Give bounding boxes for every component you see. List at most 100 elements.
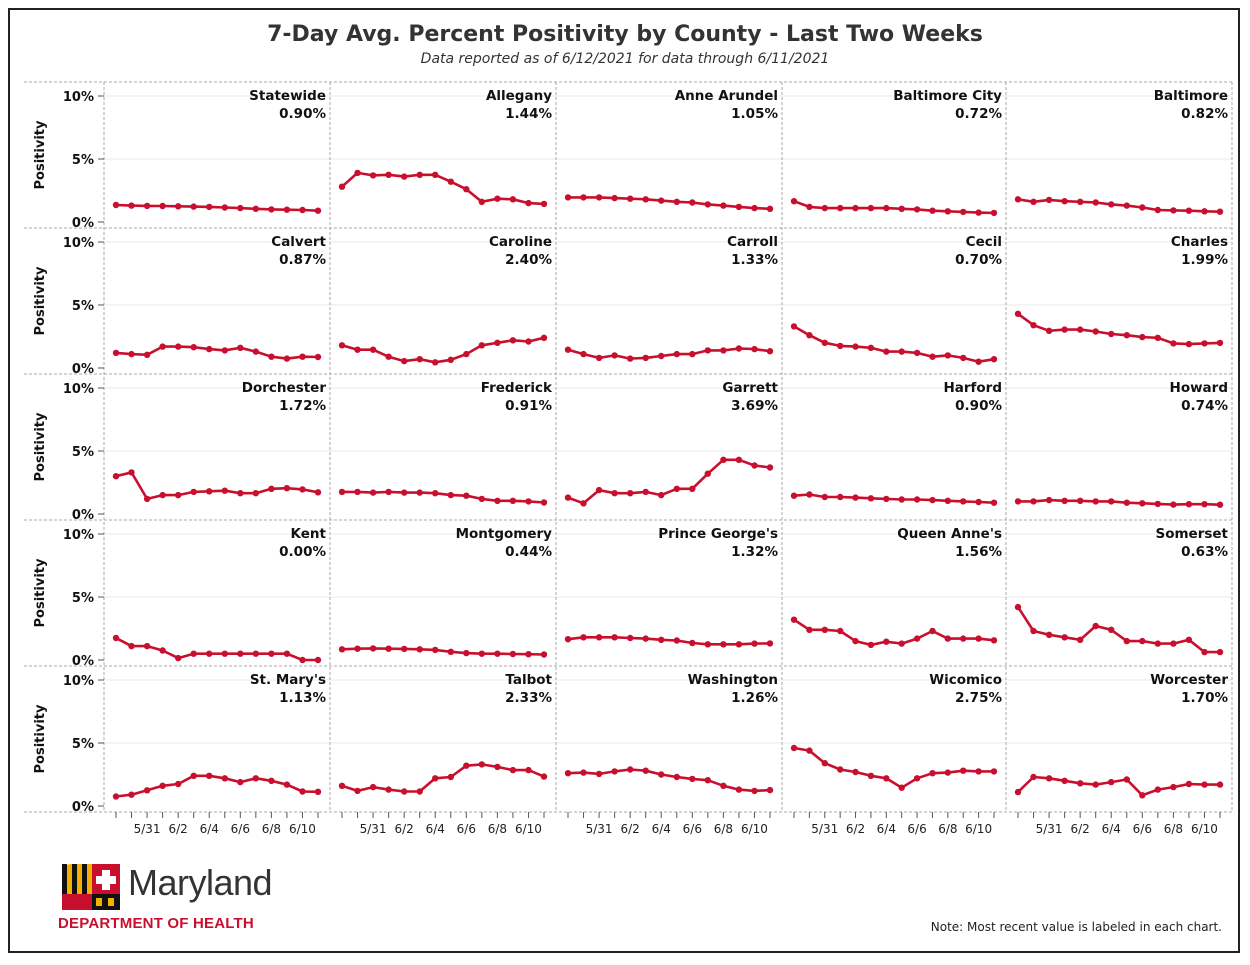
data-point [898,784,905,791]
data-point [112,793,120,800]
data-point [883,348,890,355]
data-point [929,353,936,360]
panel-title: Garrett [722,380,778,396]
x-tick-label: 6/6 [231,822,250,836]
data-point [913,635,921,642]
data-point [898,348,905,355]
panel-latest-value: 3.69% [731,398,778,414]
data-point [580,194,587,201]
panel-latest-value: 0.44% [505,544,552,560]
data-point [627,634,634,642]
data-point [1077,326,1084,333]
data-point [385,488,392,496]
data-point [1108,626,1115,633]
data-point [627,490,634,497]
data-point [673,637,680,644]
data-point [929,627,936,635]
data-point [658,352,665,360]
x-tick-label: 6/4 [877,822,896,836]
data-point [564,770,572,777]
panel-title: Calvert [271,234,326,250]
x-tick-label: 6/2 [846,822,865,836]
data-point [766,348,774,355]
data-point [852,343,859,350]
data-point [190,488,197,496]
data-point [128,350,135,358]
data-point [206,772,213,779]
data-point [268,353,275,360]
data-point [1045,775,1053,782]
data-point [1201,501,1208,508]
data-point [673,350,680,358]
x-tick-label: 6/6 [1133,822,1152,836]
data-point [1123,637,1131,645]
panel-frederick: Frederick 0.91% [338,380,553,506]
data-point [689,199,696,206]
data-point [658,771,665,778]
data-point [478,198,485,205]
data-point [1014,498,1022,505]
y-tick-label: 10% [63,90,94,105]
data-point [401,173,408,180]
panel-title: Washington [688,672,778,688]
panel-caroline: Caroline 2.40% [338,234,552,366]
series-line [1016,606,1220,654]
data-point [766,786,774,794]
data-point [580,634,587,641]
data-point [766,205,774,212]
data-point [913,775,921,782]
data-point [821,339,828,346]
data-point [1216,208,1224,215]
panel-latest-value: 1.33% [731,252,778,268]
data-point [494,650,501,657]
data-point [338,342,346,349]
panel-title: Caroline [489,234,552,250]
panel-title: Baltimore City [893,88,1002,104]
data-point [1014,196,1022,203]
data-point [898,496,905,503]
x-tick-label: 6/2 [620,822,639,836]
data-point [944,208,951,215]
data-point [1108,330,1115,338]
data-point [975,768,982,775]
data-point [673,485,680,492]
data-point [990,499,998,506]
data-point [806,332,813,339]
series-line [567,458,771,505]
data-point [221,775,228,782]
data-point [401,645,408,653]
panel-title: Cecil [966,234,1002,250]
data-point [206,203,213,211]
data-point [354,169,361,177]
data-point [1077,198,1084,205]
y-tick-label: 10% [63,674,94,689]
panel-title: Baltimore [1154,88,1228,104]
data-point [175,203,182,210]
data-point [1139,792,1146,799]
panel-title: Allegany [486,88,552,104]
data-point [1061,634,1068,641]
data-point [990,637,998,644]
data-point [611,352,618,359]
data-point [720,456,727,463]
y-tick-label: 0% [72,362,94,377]
panel-latest-value: 0.90% [955,398,1002,414]
data-point [416,171,423,178]
data-point [128,791,135,798]
data-point [416,646,423,653]
data-point [1045,631,1053,638]
data-point [913,496,921,503]
data-point [704,641,711,648]
data-point [401,788,408,795]
data-point [751,204,758,212]
data-point [175,780,182,788]
data-point [1216,339,1224,347]
data-point [1201,340,1208,347]
data-point [837,766,844,773]
data-point [898,205,905,212]
data-point [1185,780,1193,788]
x-tick-label: 6/8 [262,822,281,836]
x-tick-label: 6/6 [907,822,926,836]
data-point [1014,603,1022,611]
